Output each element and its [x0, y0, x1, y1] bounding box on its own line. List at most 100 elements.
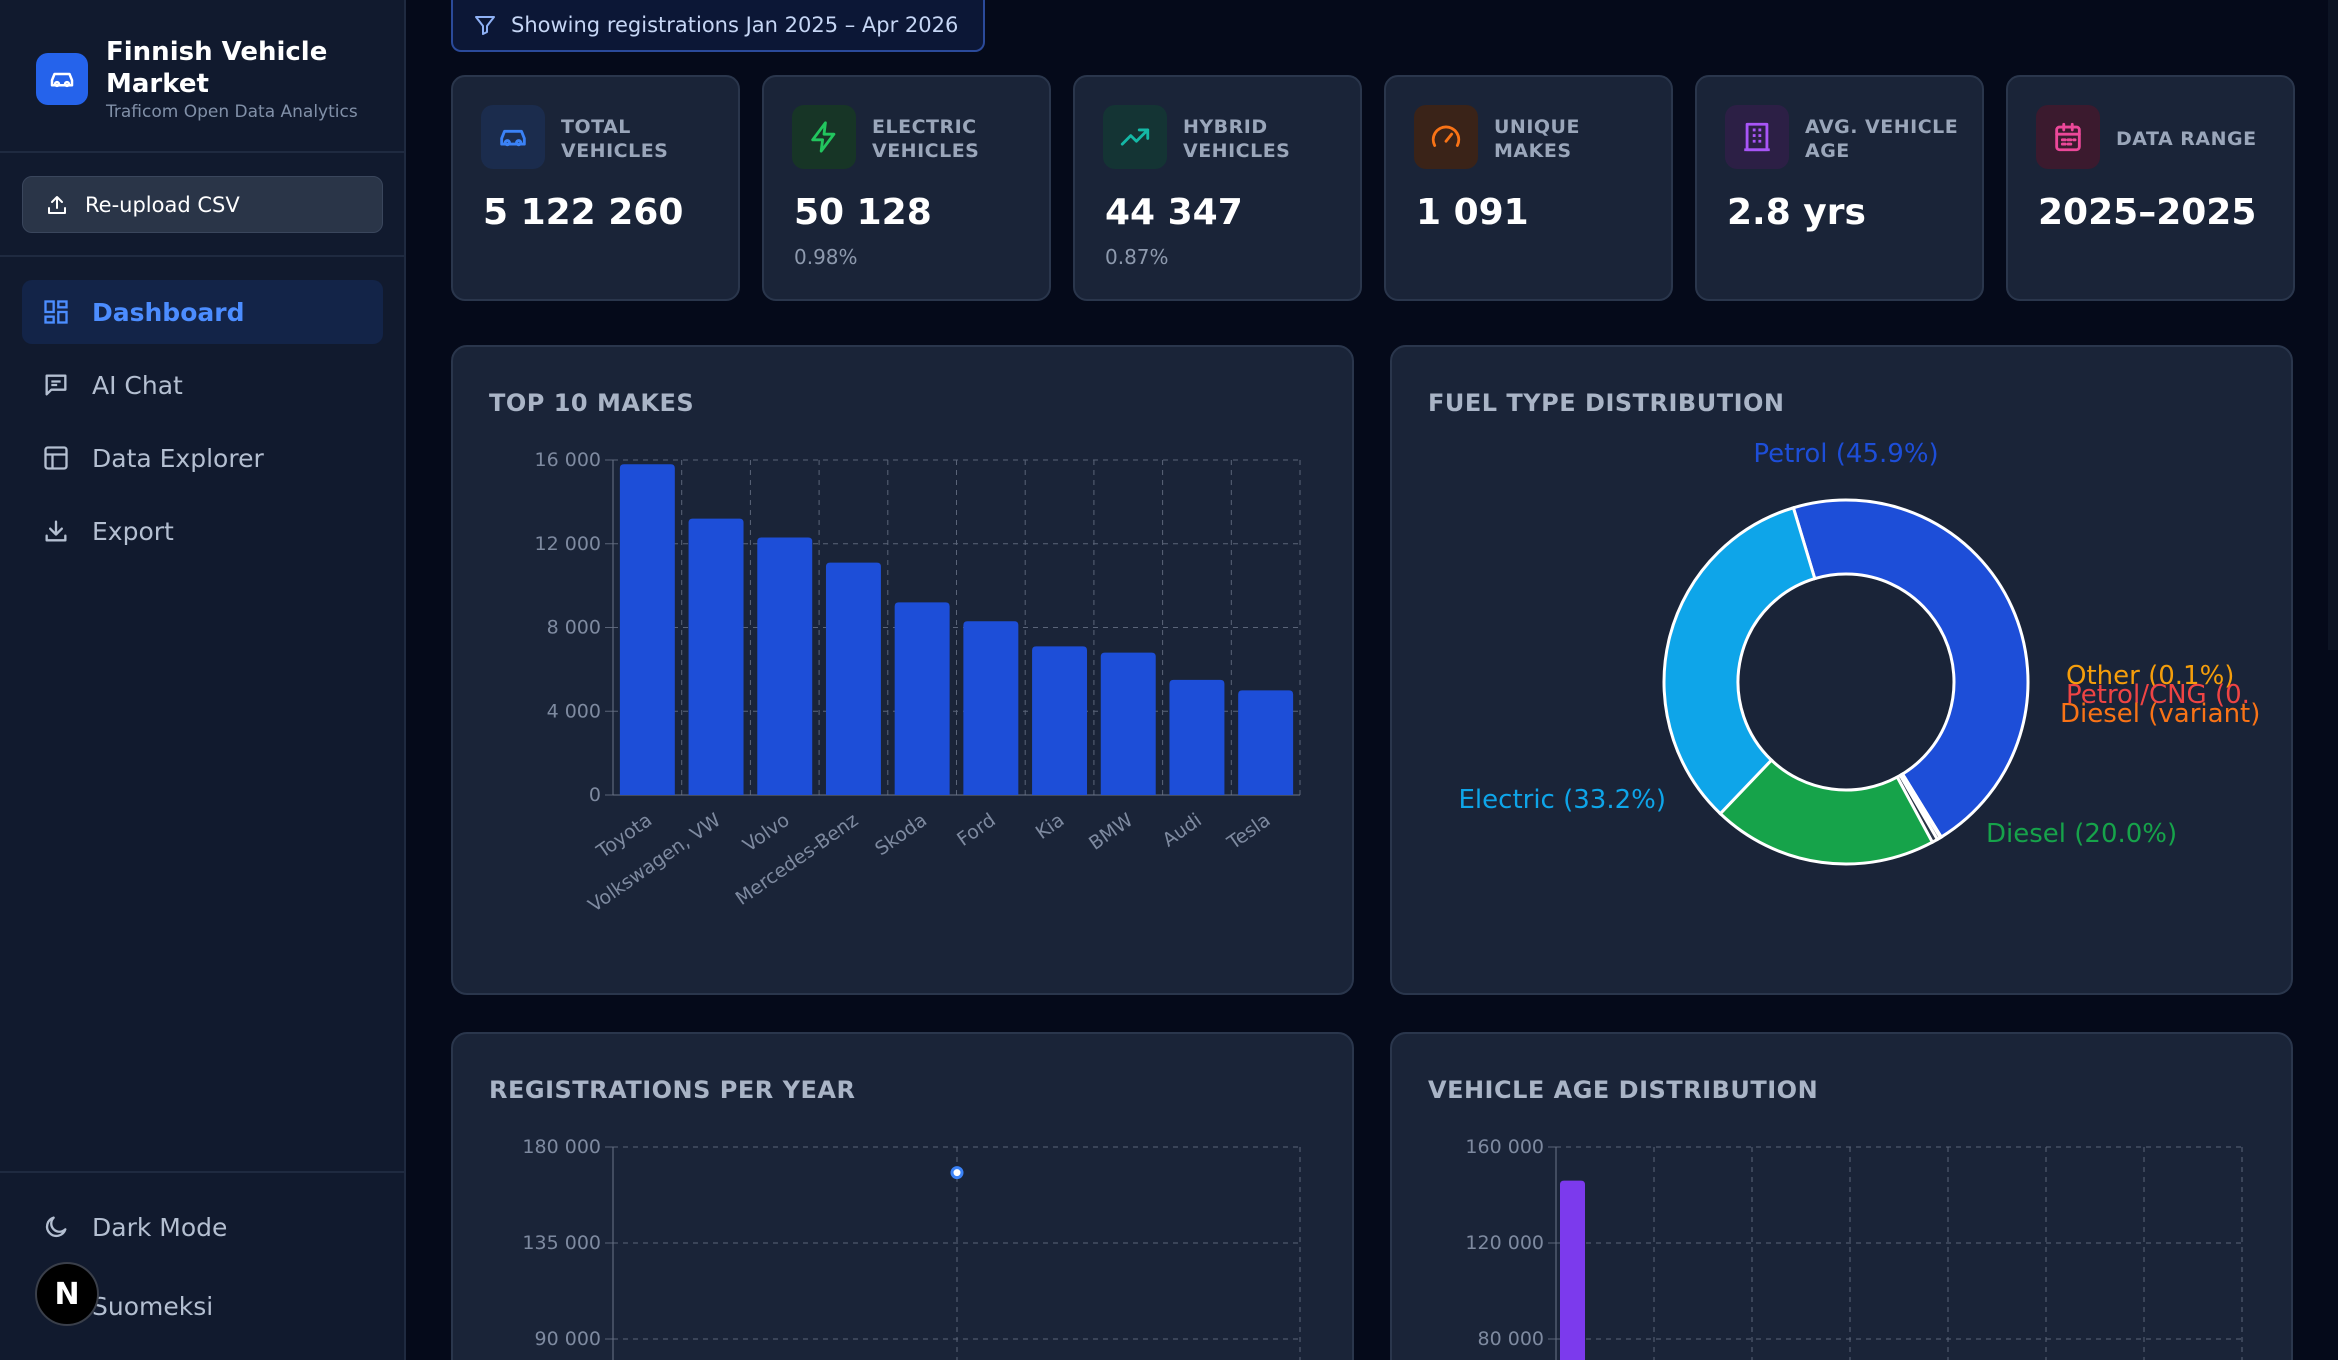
registrations-per-year-panel: REGISTRATIONS PER YEAR 90 000 135 000 180 … [451, 1032, 1354, 1360]
x-tick-label: Tesla [1223, 809, 1275, 854]
y-tick-label: 16 000 [535, 449, 601, 471]
x-tick-label: Mercedes-Benz [732, 809, 863, 910]
y-tick-label: 180 000 [522, 1136, 601, 1158]
stat-value: 44 347 [1105, 192, 1243, 233]
stat-hybrid-vehicles: HYBRID VEHICLES 44 347 0.87% [1073, 75, 1362, 301]
vehicle-age-panel: VEHICLE AGE DISTRIBUTION 80 000 120 000 16… [1390, 1032, 2293, 1360]
slice-label: Petrol (45.9%) [1753, 439, 1938, 469]
y-tick-label: 0 [589, 784, 601, 806]
bolt-icon [792, 105, 856, 169]
reupload-csv-button[interactable]: Re-upload CSV [22, 176, 383, 233]
building-icon [1725, 105, 1789, 169]
y-tick-label: 120 000 [1465, 1232, 1544, 1254]
stat-label: TOTAL VEHICLES [561, 116, 669, 162]
nextjs-badge[interactable]: N [35, 1262, 99, 1326]
app-title: Finnish Vehicle Market [106, 37, 328, 99]
vehicle-age-chart: 80 000 120 000 160 000 [1465, 1136, 2243, 1360]
x-tick-label: Kia [1032, 809, 1069, 844]
divider [0, 255, 406, 257]
calendar-icon [2036, 105, 2100, 169]
dark-mode-toggle[interactable]: Dark Mode [22, 1197, 383, 1257]
date-filter-chip[interactable]: Showing registrations Jan 2025 – Apr 202… [451, 0, 985, 52]
bar [1032, 646, 1088, 795]
nav-label: AI Chat [92, 370, 183, 400]
y-tick-label: 135 000 [522, 1232, 601, 1254]
car-logo-icon [36, 53, 88, 105]
fuel-type-chart: Petrol (45.9%) Other (0.1%)Petrol/CNG (0.… [1459, 439, 2260, 866]
stat-sub: 0.98% [794, 245, 858, 269]
stat-value: 1 091 [1416, 192, 1529, 233]
x-tick-label: Ford [953, 809, 1000, 851]
bar [619, 464, 675, 795]
divider [0, 1171, 406, 1173]
stat-total-vehicles: TOTAL VEHICLES 5 122 260 [451, 75, 740, 301]
stat-data-range: DATA RANGE 2025–2025 [2006, 75, 2295, 301]
grid [613, 1146, 1301, 1360]
y-tick-label: 160 000 [1465, 1136, 1544, 1158]
slice-label: Electric (33.2%) [1459, 785, 1667, 815]
pie-slice [1718, 757, 1935, 866]
language-toggle[interactable]: Suomeksi [22, 1276, 383, 1336]
stat-label: AVG. VEHICLE AGE [1805, 116, 1959, 162]
y-tick-label: 8 000 [547, 617, 601, 639]
download-icon [45, 520, 67, 542]
fuel-type-panel: FUEL TYPE DISTRIBUTION Petrol (45.9%) Oth… [1390, 345, 2293, 995]
filter-label: Showing registrations Jan 2025 – Apr 202… [511, 13, 959, 37]
bar [1100, 652, 1156, 795]
line-point [950, 1166, 964, 1180]
pie-slice [1791, 498, 2030, 840]
stat-value: 2.8 yrs [1727, 192, 1866, 233]
nav-label: Dashboard [92, 297, 245, 327]
stat-value: 2025–2025 [2038, 192, 2257, 233]
nav-label: Data Explorer [92, 443, 264, 473]
stat-avg-vehicle-age: AVG. VEHICLE AGE 2.8 yrs [1695, 75, 1984, 301]
registrations-chart: 90 000 135 000 180 000 [522, 1136, 1301, 1360]
stat-electric-vehicles: ELECTRIC VEHICLES 50 128 0.98% [762, 75, 1051, 301]
x-tick-label: Audi [1158, 809, 1205, 851]
table-icon [44, 446, 68, 470]
stat-value: 50 128 [794, 192, 932, 233]
stat-value: 5 122 260 [483, 192, 684, 233]
upload-label: Re-upload CSV [85, 192, 240, 217]
filter-icon [475, 16, 495, 35]
panel-title: REGISTRATIONS PER YEAR [489, 1076, 856, 1104]
stat-label: HYBRID VEHICLES [1183, 116, 1291, 162]
y-tick-label: 90 000 [535, 1328, 601, 1350]
nav-ai-chat[interactable]: AI Chat [22, 353, 383, 417]
panel-title: TOP 10 MAKES [489, 389, 695, 417]
panel-title: FUEL TYPE DISTRIBUTION [1428, 389, 1785, 417]
gauge-icon [1414, 105, 1478, 169]
x-tick-label: Skoda [871, 809, 931, 860]
slice-label: Petrol/CNG (0. [2066, 680, 2250, 710]
stat-label: UNIQUE MAKES [1494, 116, 1580, 162]
slice-label: Diesel (20.0%) [1986, 819, 2177, 849]
nav-dashboard[interactable]: Dashboard [22, 280, 383, 344]
pie-slice [1662, 505, 1817, 816]
dark-mode-label: Dark Mode [92, 1212, 228, 1242]
stat-label: DATA RANGE [2116, 128, 2257, 150]
bar [757, 537, 813, 795]
app-subtitle: Traficom Open Data Analytics [106, 102, 358, 122]
stat-label: ELECTRIC VEHICLES [872, 116, 980, 162]
bar [963, 621, 1019, 795]
car-icon [481, 105, 545, 169]
bar [894, 602, 950, 795]
slice-label: Other (0.1%) [2066, 661, 2234, 691]
bar [1560, 1180, 1585, 1360]
bar [1169, 679, 1225, 795]
chat-icon [45, 374, 67, 396]
trending-up-icon [1103, 105, 1167, 169]
nav-data-explorer[interactable]: Data Explorer [22, 426, 383, 490]
stat-unique-makes: UNIQUE MAKES 1 091 [1384, 75, 1673, 301]
x-tick-label: BMW [1085, 809, 1137, 855]
grid [1556, 1146, 2243, 1360]
language-label: Suomeksi [92, 1291, 214, 1321]
nav-export[interactable]: Export [22, 499, 383, 563]
y-tick-label: 80 000 [1478, 1328, 1544, 1350]
bar [688, 518, 744, 795]
page-scrollbar[interactable] [2328, 0, 2338, 650]
y-tick-label: 12 000 [535, 533, 601, 555]
sidebar: Finnish Vehicle Market Traficom Open Dat… [0, 0, 406, 1360]
